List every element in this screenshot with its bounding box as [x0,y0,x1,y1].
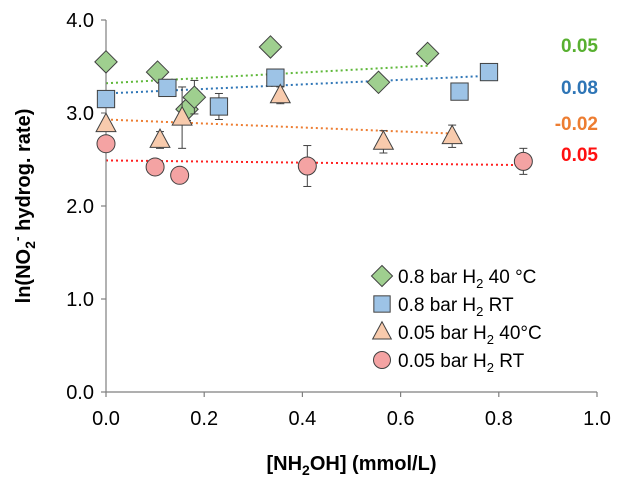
trend-line-2 [105,74,490,95]
data-point [513,151,533,171]
legend-item-4: 0.05 bar H2 RT [373,351,525,375]
legend-marker [373,295,391,313]
y-axis-title: ln(NO2- hydrog. rate) [9,109,38,304]
x-tick-label: 0.2 [190,408,218,430]
x-tick-label: 0.8 [485,408,513,430]
data-point [366,70,391,95]
slope-labels: 0.05 0.08 -0.02 0.05 [555,36,599,166]
data-point [94,49,118,74]
legend-item-3: 0.05 bar H2 40°C [371,320,542,347]
trend-line-3 [105,118,450,135]
legend-item-2: 0.8 bar H2 RT [373,295,514,319]
x-tick-label: 0.4 [288,408,316,430]
data-point [145,60,170,84]
slope-label-3: -0.02 [555,114,598,135]
data-point [182,85,207,110]
data-point [415,41,440,66]
trend-lines [105,64,524,167]
legend-marker [370,264,394,288]
x-tick-label: 1.0 [583,408,611,430]
data-point [158,78,177,98]
legend: 0.8 bar H2 40 °C 0.8 bar H2 RT 0.05 bar H2… [370,264,542,375]
data-point [450,82,469,101]
legend-label: 0.8 bar H2 RT [398,295,514,319]
legend-item-1: 0.8 bar H2 40 °C [370,264,536,291]
data-point [171,105,193,126]
slope-label-4: 0.05 [561,145,598,166]
data-point [269,83,292,104]
data-point [372,129,395,150]
data-point [95,112,117,133]
series-4 [96,134,533,187]
data-point [96,134,116,154]
y-tick-label: 4.0 [66,10,94,32]
axes: 0.0 0.2 0.4 0.6 0.8 1.0 0.0 1.0 2.0 3.0 4.0 [NH2OH]… [9,10,611,477]
data-point [145,157,165,177]
legend-label: 0.8 bar H2 40 °C [398,267,536,291]
data-point [96,89,116,109]
legend-label: 0.05 bar H2 40°C [398,323,542,347]
x-tick-label: 0.6 [387,408,415,430]
x-axis-title: [NH2OH] (mmol/L) [267,453,437,477]
data-point [479,62,499,82]
data-point [441,124,463,145]
x-tick-label: 0.0 [92,408,120,430]
data-point [297,156,317,176]
y-tick-label: 3.0 [66,103,94,125]
legend-marker [373,351,391,369]
y-tick-label: 2.0 [66,196,94,218]
series-3 [95,83,463,154]
trend-line-1 [105,64,431,85]
slope-label-2: 0.08 [561,78,598,99]
y-tick-label: 1.0 [66,289,94,311]
data-point [170,165,190,185]
data-point [266,68,285,87]
data-points [94,35,533,187]
series-2 [96,62,499,121]
legend-label: 0.05 bar H2 RT [398,351,525,375]
slope-label-1: 0.05 [561,36,598,57]
legend-marker [371,320,393,340]
data-point [149,128,171,148]
series-1 [94,35,440,122]
y-tick-label: 0.0 [66,382,94,404]
data-point [209,97,229,116]
data-point [258,35,283,59]
